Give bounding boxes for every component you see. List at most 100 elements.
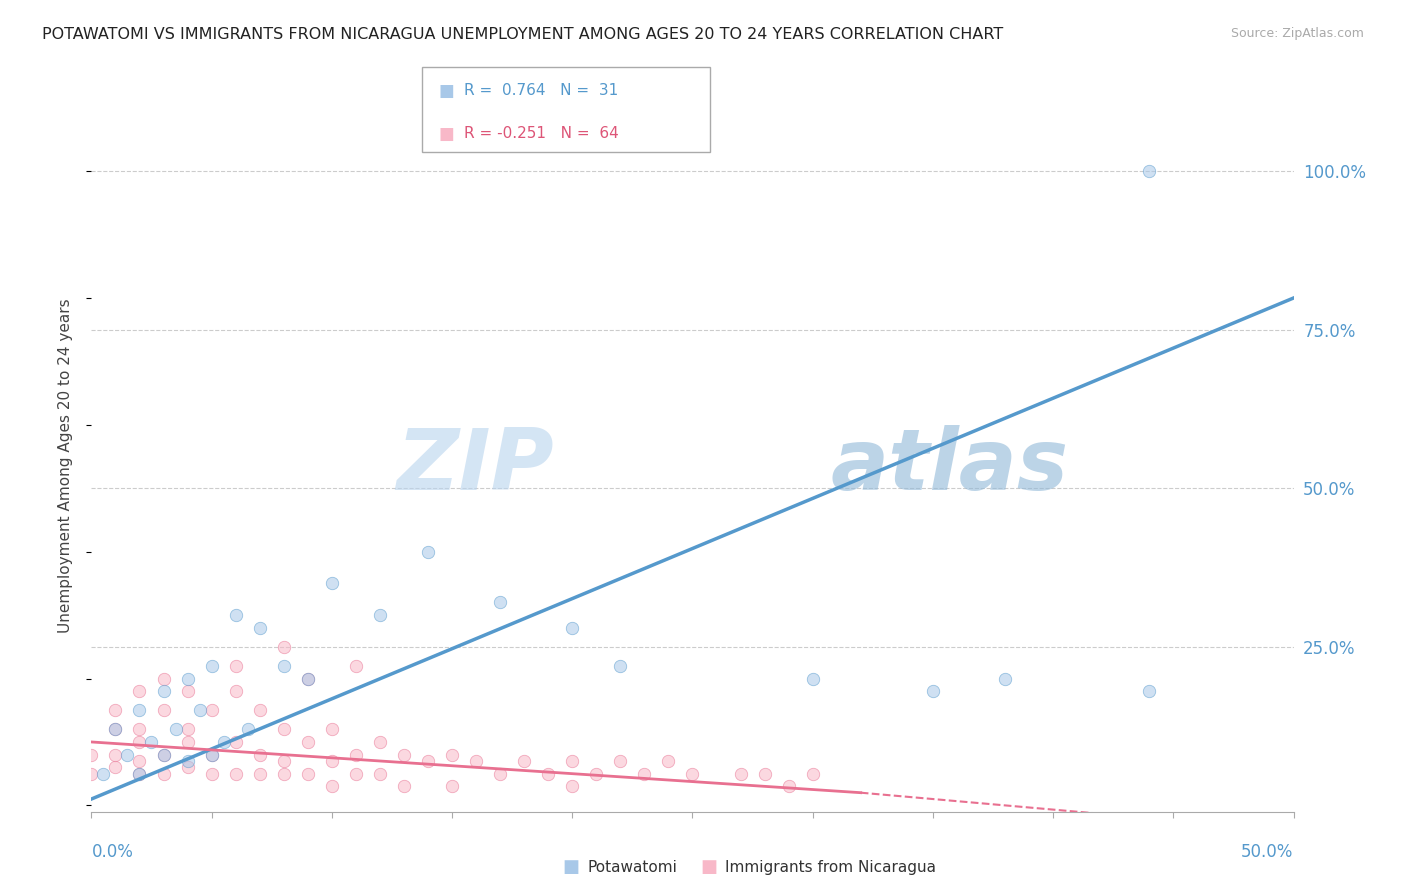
Point	[273, 723, 295, 737]
Point	[249, 703, 271, 717]
Point	[392, 780, 415, 794]
Point	[440, 747, 463, 762]
Text: POTAWATOMI VS IMMIGRANTS FROM NICARAGUA UNEMPLOYMENT AMONG AGES 20 TO 24 YEARS C: POTAWATOMI VS IMMIGRANTS FROM NICARAGUA …	[42, 27, 1004, 42]
Point	[537, 766, 560, 780]
Point	[392, 747, 415, 762]
Point	[273, 754, 295, 768]
Point	[225, 658, 247, 673]
Text: R =  0.764   N =  31: R = 0.764 N = 31	[464, 84, 619, 98]
Point	[994, 672, 1017, 686]
Text: Potawatomi: Potawatomi	[588, 860, 678, 874]
Point	[165, 723, 187, 737]
Point	[225, 684, 247, 698]
Point	[513, 754, 536, 768]
Text: atlas: atlas	[831, 425, 1069, 508]
Point	[201, 747, 224, 762]
Point	[489, 766, 512, 780]
Point	[201, 766, 224, 780]
Point	[152, 703, 174, 717]
Point	[249, 747, 271, 762]
Point	[321, 754, 343, 768]
Point	[225, 608, 247, 623]
Point	[176, 684, 198, 698]
Point	[321, 723, 343, 737]
Text: 50.0%: 50.0%	[1241, 843, 1294, 861]
Point	[93, 766, 115, 780]
Text: ■: ■	[439, 125, 454, 143]
Point	[152, 747, 174, 762]
Point	[561, 780, 583, 794]
Point	[465, 754, 488, 768]
Point	[561, 621, 583, 635]
Point	[152, 672, 174, 686]
Point	[201, 703, 224, 717]
Point	[176, 723, 198, 737]
Text: ZIP: ZIP	[396, 425, 554, 508]
Point	[297, 735, 319, 749]
Point	[561, 754, 583, 768]
Point	[128, 766, 150, 780]
Point	[104, 723, 127, 737]
Point	[236, 723, 259, 737]
Text: R = -0.251   N =  64: R = -0.251 N = 64	[464, 127, 619, 141]
Point	[104, 723, 127, 737]
Point	[249, 766, 271, 780]
Text: ■: ■	[562, 858, 579, 876]
Point	[416, 544, 439, 558]
Point	[201, 658, 224, 673]
Point	[801, 766, 824, 780]
Point	[754, 766, 776, 780]
Point	[176, 754, 198, 768]
Point	[801, 672, 824, 686]
Point	[922, 684, 945, 698]
Point	[344, 766, 367, 780]
Point	[609, 658, 631, 673]
Point	[297, 672, 319, 686]
Text: Immigrants from Nicaragua: Immigrants from Nicaragua	[725, 860, 936, 874]
Point	[344, 747, 367, 762]
Point	[368, 608, 391, 623]
Point	[440, 780, 463, 794]
Point	[176, 735, 198, 749]
Point	[201, 747, 224, 762]
Point	[368, 735, 391, 749]
Point	[152, 766, 174, 780]
Point	[609, 754, 631, 768]
Point	[225, 735, 247, 749]
Point	[1137, 684, 1160, 698]
Point	[297, 766, 319, 780]
Point	[80, 766, 103, 780]
Text: ■: ■	[700, 858, 717, 876]
Point	[80, 747, 103, 762]
Point	[321, 576, 343, 591]
Point	[273, 766, 295, 780]
Point	[633, 766, 655, 780]
Point	[273, 658, 295, 673]
Point	[104, 703, 127, 717]
Point	[344, 658, 367, 673]
Point	[128, 723, 150, 737]
Point	[176, 760, 198, 774]
Point	[681, 766, 703, 780]
Point	[141, 735, 163, 749]
Point	[1137, 164, 1160, 178]
Point	[128, 684, 150, 698]
Point	[128, 703, 150, 717]
Point	[249, 621, 271, 635]
Point	[657, 754, 679, 768]
Point	[104, 747, 127, 762]
Point	[128, 766, 150, 780]
Point	[128, 735, 150, 749]
Text: Source: ZipAtlas.com: Source: ZipAtlas.com	[1230, 27, 1364, 40]
Point	[117, 747, 139, 762]
Point	[152, 747, 174, 762]
Point	[778, 780, 800, 794]
Point	[176, 672, 198, 686]
Point	[212, 735, 235, 749]
Point	[585, 766, 607, 780]
Point	[416, 754, 439, 768]
Point	[489, 595, 512, 609]
Point	[152, 684, 174, 698]
Y-axis label: Unemployment Among Ages 20 to 24 years: Unemployment Among Ages 20 to 24 years	[58, 299, 73, 633]
Point	[730, 766, 752, 780]
